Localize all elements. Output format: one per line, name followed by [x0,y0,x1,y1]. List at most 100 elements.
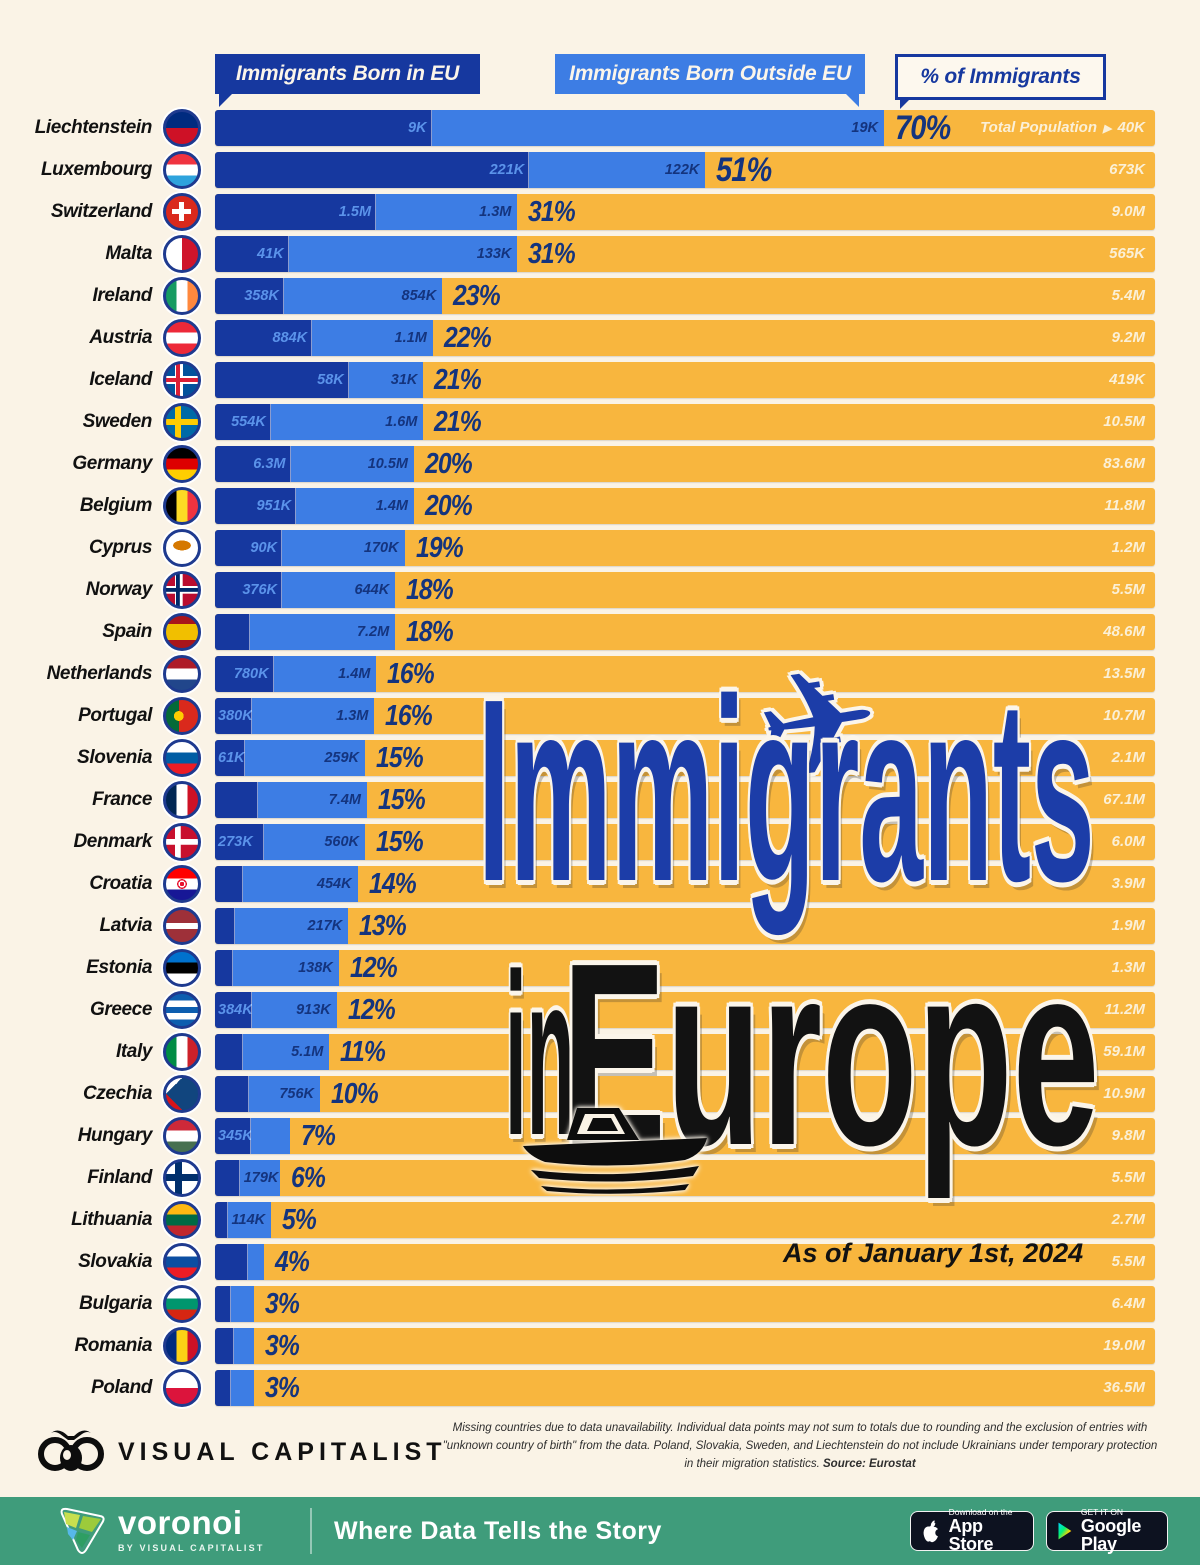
country-name: Croatia [89,873,152,894]
born-outside-eu-value: 179K [243,1170,279,1186]
visual-capitalist-logo: VISUAL CAPITALIST [38,1428,447,1476]
born-in-eu-segment: 58K [215,362,349,398]
born-outside-eu-value: 133K [476,246,512,262]
country-name: Portugal [78,705,152,726]
divider [310,1508,312,1554]
total-population-value: 565K [1109,245,1145,262]
born-outside-eu-segment: 756K [249,1076,320,1112]
country-flag-icon [163,109,201,147]
percent-of-immigrants-value: 20% [425,447,473,480]
app-store-badge[interactable]: Download on the App Store [910,1507,1034,1554]
country-flag-icon [163,1033,201,1071]
country-name: Norway [85,579,153,600]
born-outside-eu-segment: 259K [245,740,365,776]
born-in-eu-value: 9K [407,120,427,136]
percent-of-immigrants-value: 3% [265,1287,300,1320]
country-flag-icon [163,1201,201,1239]
google-play-small-text: GET IT ON [1080,1506,1124,1517]
population-bar: 6.3M 10.5M 20% 83.6M [215,446,1155,482]
app-store-big-text: App Store [948,1515,994,1555]
born-in-eu-segment: 61K [215,740,246,776]
country-flag-icon [163,403,201,441]
country-row: Bulgaria 3% 6.4M [0,1285,1200,1328]
country-name: Poland [91,1377,152,1398]
born-in-eu-value: 884K [272,330,308,346]
percent-of-immigrants-value: 15% [375,741,424,774]
country-name: Slovakia [78,1251,152,1272]
born-outside-eu-segment: 19K [431,110,884,146]
country-row: Germany 6.3M 10.5M 20% 83.6M [0,445,1200,488]
total-population-value: 1.2M [1111,539,1145,556]
percent-of-immigrants-value: 3% [265,1329,300,1362]
born-in-eu-segment: 554K [215,404,271,440]
born-outside-eu-segment: 10.5M [290,446,414,482]
born-outside-eu-value: 7.2M [356,624,390,640]
country-row: Poland 3% 36.5M [0,1369,1200,1412]
born-in-eu-segment: 41K [215,236,289,272]
country-row: Switzerland 1.5M 1.3M 31% 9.0M [0,193,1200,236]
country-name: Latvia [99,915,152,936]
country-row: Austria 884K 1.1M 22% 9.2M [0,319,1200,362]
percent-of-immigrants-value: 23% [453,279,501,312]
total-population-value: 59.1M [1103,1043,1145,1060]
born-in-eu-value: 345K [218,1128,253,1144]
born-in-eu-value: 6.3M [253,456,286,472]
percent-of-immigrants-value: 13% [359,909,407,942]
total-population-value: 3.9M [1111,875,1145,892]
country-flag-icon [163,235,201,273]
country-row: Belgium 951K 1.4M 20% 11.8M [0,487,1200,530]
population-bar: 114K 5% 2.7M [215,1202,1155,1238]
total-population-value: 11.2M [1104,1001,1145,1018]
population-bar: 756K 10% 10.9M [215,1076,1155,1112]
country-flag-icon [163,823,201,861]
country-row: Italy 5.1M 11% 59.1M [0,1033,1200,1076]
disclaimer-body: Missing countries due to data unavailabi… [442,1422,1158,1470]
country-flag-icon [163,991,201,1029]
country-name: Germany [72,453,152,474]
country-flag-icon [163,1369,201,1407]
born-in-eu-segment [215,1076,250,1112]
population-bar: 138K 12% 1.3M [215,950,1155,986]
population-bar: 217K 13% 1.9M [215,908,1155,944]
born-outside-eu-segment: 133K [288,236,518,272]
born-outside-eu-segment: 114K [227,1202,271,1238]
born-in-eu-value: 380K [218,708,253,724]
born-in-eu-segment: 384K [215,992,253,1028]
born-outside-eu-segment: 5.1M [242,1034,330,1070]
population-bar: 454K 14% 3.9M [215,866,1155,902]
disclaimer-text: Missing countries due to data unavailabi… [440,1420,1160,1473]
percent-of-immigrants-value: 6% [291,1161,326,1194]
country-row: Czechia 756K 10% 10.9M [0,1075,1200,1118]
google-play-badge[interactable]: GET IT ON Google Play [1046,1506,1168,1554]
country-name: Netherlands [46,663,153,684]
country-name: Slovenia [77,747,152,768]
total-population-value: 9.8M [1111,1127,1145,1144]
total-population-value: 67.1M [1103,791,1145,808]
born-outside-eu-segment: 560K [264,824,365,860]
country-flag-icon [163,151,201,189]
voronoi-byline: BY VISUAL CAPITALIST [118,1543,265,1553]
percent-of-immigrants-value: 18% [406,573,454,606]
country-row: Lithuania 114K 5% 2.7M [0,1201,1200,1244]
population-bar: 3% 6.4M [215,1286,1155,1322]
born-outside-eu-value: 1.6M [385,414,418,430]
country-row: Finland 179K 6% 5.5M [0,1159,1200,1202]
born-in-eu-value: 780K [233,666,269,682]
percent-of-immigrants-value: 12% [349,951,398,984]
born-in-eu-segment: 380K [215,698,253,734]
legend-percent-label: % of Immigrants [920,65,1081,88]
born-outside-eu-segment [231,1370,255,1406]
country-flag-icon [163,655,201,693]
country-flag-icon [163,1243,201,1281]
born-outside-eu-value: 854K [401,288,437,304]
population-bar: 1.5M 1.3M 31% 9.0M [215,194,1155,230]
born-in-eu-segment [215,1202,228,1238]
population-bar: 376K 644K 18% 5.5M [215,572,1155,608]
born-outside-eu-value: 19K [851,120,878,136]
country-name: Luxembourg [40,159,152,180]
percent-of-immigrants-value: 21% [434,405,482,438]
legend-born-outside-eu-label: Immigrants Born Outside EU [569,62,851,85]
country-row: France 7.4M 15% 67.1M [0,781,1200,824]
population-bar: 9K 19K 70% Total Population ▶ 40K [215,109,1155,147]
born-outside-eu-segment: 1.4M [296,488,414,524]
